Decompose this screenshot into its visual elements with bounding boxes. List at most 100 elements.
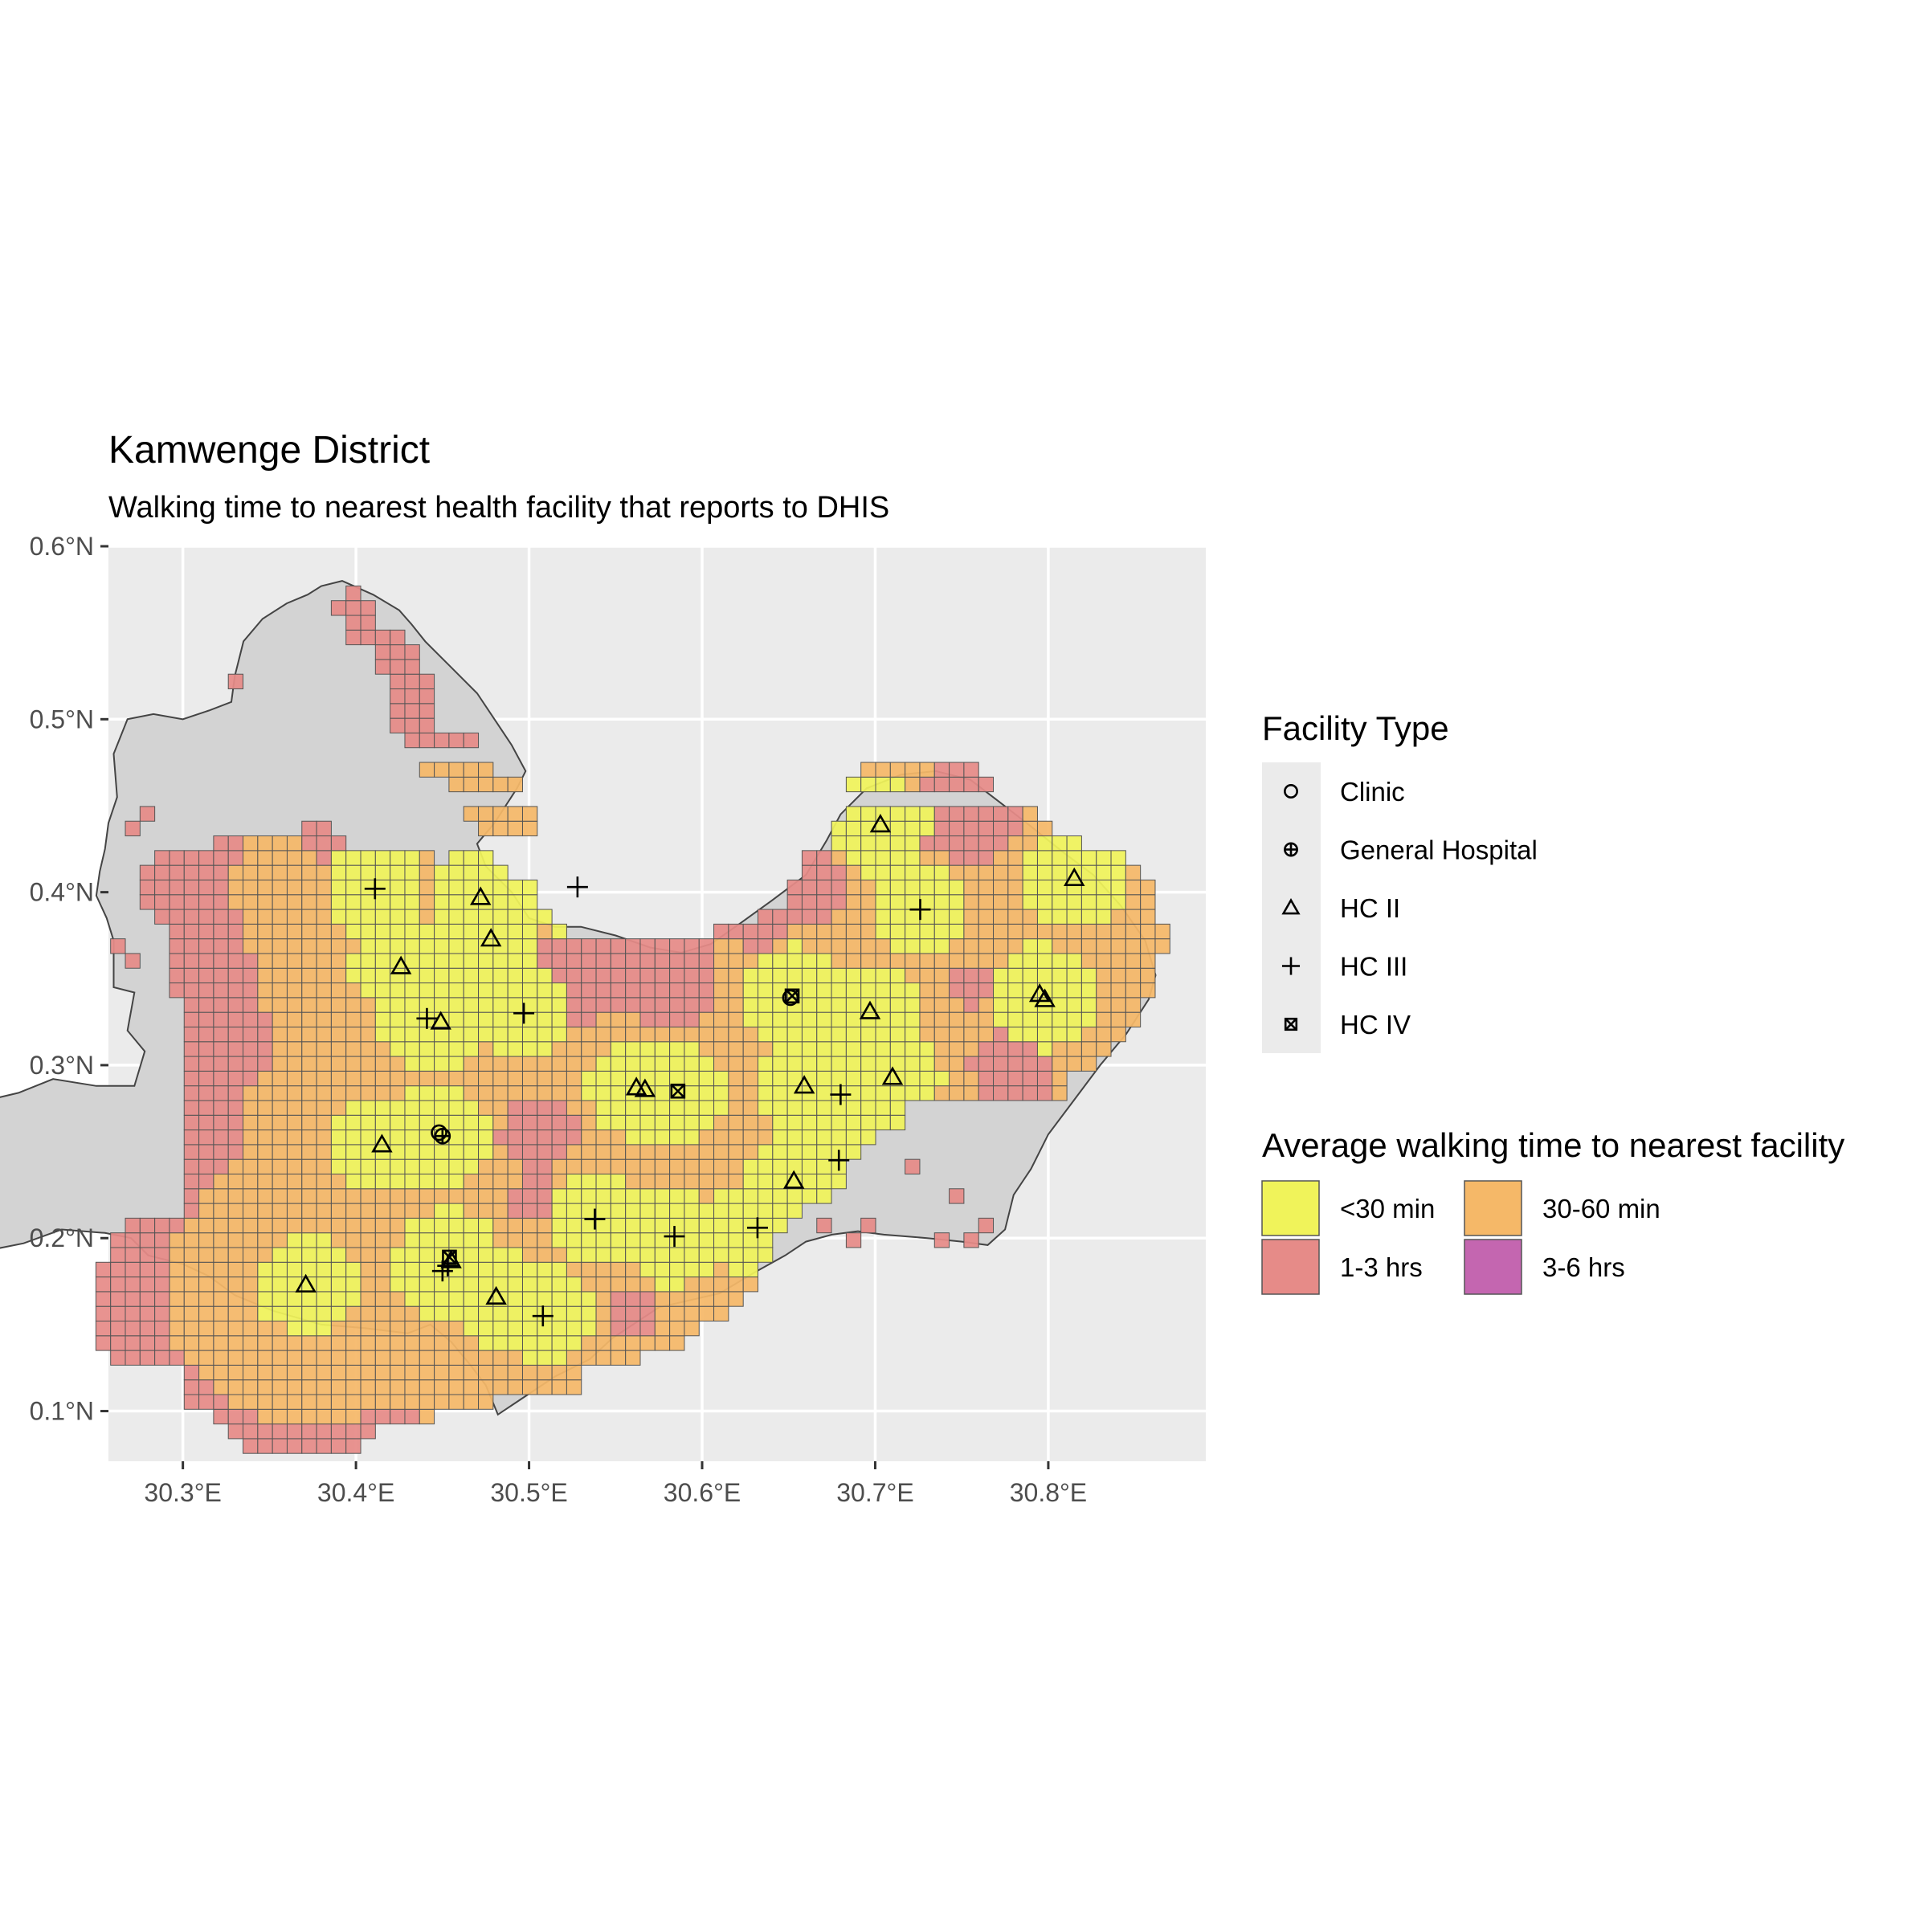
walking-time-cell bbox=[595, 1276, 611, 1293]
walking-time-cell bbox=[801, 909, 818, 925]
walking-time-cell bbox=[478, 1041, 494, 1057]
walking-time-cell bbox=[949, 938, 965, 954]
walking-time-cell bbox=[742, 1144, 759, 1160]
walking-time-cell bbox=[595, 1291, 611, 1307]
walking-time-cell bbox=[772, 1217, 788, 1234]
walking-time-cell bbox=[1110, 909, 1126, 925]
walking-time-cell bbox=[360, 1026, 376, 1043]
walking-time-cell bbox=[360, 1232, 376, 1248]
walking-time-cell bbox=[1080, 1026, 1097, 1043]
walking-time-cell bbox=[492, 1261, 509, 1278]
walking-time-cell bbox=[595, 1232, 611, 1248]
walking-time-cell bbox=[257, 1114, 273, 1131]
walking-time-cell bbox=[448, 1305, 464, 1321]
walking-time-cell bbox=[669, 1114, 685, 1131]
walking-time-cell bbox=[330, 1438, 347, 1454]
walking-time-cell bbox=[478, 1100, 494, 1116]
walking-time-cell bbox=[227, 1364, 244, 1381]
walking-time-cell bbox=[272, 1173, 288, 1190]
walking-time-cell bbox=[183, 1026, 200, 1043]
walking-time-cell bbox=[639, 1247, 656, 1263]
facility-legend-label: HC III bbox=[1340, 952, 1407, 982]
walking-time-cell bbox=[374, 1394, 391, 1410]
walking-time-cell bbox=[801, 894, 818, 910]
walking-time-cell bbox=[537, 953, 553, 969]
walking-time-cell bbox=[566, 1026, 582, 1043]
walking-time-cell bbox=[713, 982, 729, 999]
walking-time-cell bbox=[758, 909, 774, 925]
facility-marker bbox=[371, 1133, 393, 1153]
walking-time-cell bbox=[463, 1114, 480, 1131]
walking-time-cell bbox=[448, 938, 464, 954]
walking-time-cell bbox=[213, 1291, 229, 1307]
walking-time-cell bbox=[463, 1305, 480, 1321]
walking-time-cell bbox=[919, 967, 935, 984]
walking-time-cell bbox=[492, 1041, 509, 1057]
walking-time-cell bbox=[551, 1217, 567, 1234]
walking-time-cell bbox=[521, 1158, 538, 1174]
walking-time-cell bbox=[595, 1144, 611, 1160]
walking-time-cell bbox=[404, 1056, 420, 1072]
y-tick-label: 0.5°N bbox=[30, 705, 94, 733]
walking-time-cell bbox=[301, 1247, 317, 1263]
walking-time-cell bbox=[272, 953, 288, 969]
walking-time-cell bbox=[345, 1320, 362, 1337]
walking-time-cell bbox=[390, 1350, 406, 1366]
walking-time-cell bbox=[933, 835, 950, 852]
walking-time-cell bbox=[831, 1011, 847, 1027]
walking-time-cell bbox=[419, 909, 435, 925]
walking-time-cell bbox=[448, 864, 464, 880]
walking-time-cell bbox=[478, 1320, 494, 1337]
walking-time-cell bbox=[419, 1350, 435, 1366]
walking-time-cell bbox=[301, 1100, 317, 1116]
walking-time-cell bbox=[507, 923, 523, 940]
walking-time-cell bbox=[272, 1247, 288, 1263]
walking-time-cell bbox=[860, 835, 876, 852]
walking-time-cell bbox=[933, 997, 950, 1013]
walking-time-cell bbox=[625, 967, 641, 984]
walking-time-cell bbox=[404, 1070, 420, 1087]
walking-time-cell bbox=[492, 1247, 509, 1263]
walking-time-cell bbox=[816, 997, 832, 1013]
walking-time-cell bbox=[1125, 967, 1142, 984]
walking-time-cell bbox=[537, 1070, 553, 1087]
facility-marker bbox=[431, 1124, 447, 1142]
walking-time-cell bbox=[1080, 953, 1097, 969]
walking-time-cell bbox=[257, 1335, 273, 1351]
walking-time-cell bbox=[610, 1261, 627, 1278]
walking-time-cell bbox=[125, 1335, 141, 1351]
walking-time-cell bbox=[698, 1261, 715, 1278]
walking-time-cell bbox=[463, 1350, 480, 1366]
walking-time-cell bbox=[566, 1070, 582, 1087]
walking-time-cell bbox=[301, 923, 317, 940]
walking-time-cell bbox=[257, 1438, 273, 1454]
walking-time-cell bbox=[1110, 997, 1126, 1013]
walking-time-cell bbox=[404, 717, 420, 733]
walking-time-cell bbox=[198, 1394, 214, 1410]
walking-time-cell bbox=[404, 1203, 420, 1219]
walking-time-cell bbox=[993, 1056, 1009, 1072]
walking-time-cell bbox=[1080, 938, 1097, 954]
walking-time-cell bbox=[919, 982, 935, 999]
walking-time-cell bbox=[698, 938, 715, 954]
walking-time-cell bbox=[198, 1173, 214, 1190]
facility-legend-item: General Hospital bbox=[1284, 835, 1538, 865]
walking-time-cell bbox=[198, 879, 214, 896]
walking-time-cell bbox=[728, 938, 744, 954]
walking-time-cell bbox=[816, 967, 832, 984]
walking-time-cell bbox=[610, 1041, 627, 1057]
walking-time-cell bbox=[610, 1232, 627, 1248]
walking-time-cell bbox=[213, 1114, 229, 1131]
walking-time-cell bbox=[345, 909, 362, 925]
walking-time-cell bbox=[492, 806, 509, 822]
walking-time-cell bbox=[374, 1114, 391, 1131]
walking-time-cell bbox=[949, 982, 965, 999]
walking-time-cell bbox=[875, 953, 891, 969]
walking-time-cell bbox=[183, 1203, 200, 1219]
walking-time-cell bbox=[434, 1188, 450, 1204]
walking-time-cell bbox=[1096, 997, 1112, 1013]
walking-time-cell bbox=[521, 1085, 538, 1101]
walking-time-cell bbox=[227, 1026, 244, 1043]
walking-time-cell bbox=[713, 1247, 729, 1263]
walking-time-cell bbox=[581, 1320, 597, 1337]
